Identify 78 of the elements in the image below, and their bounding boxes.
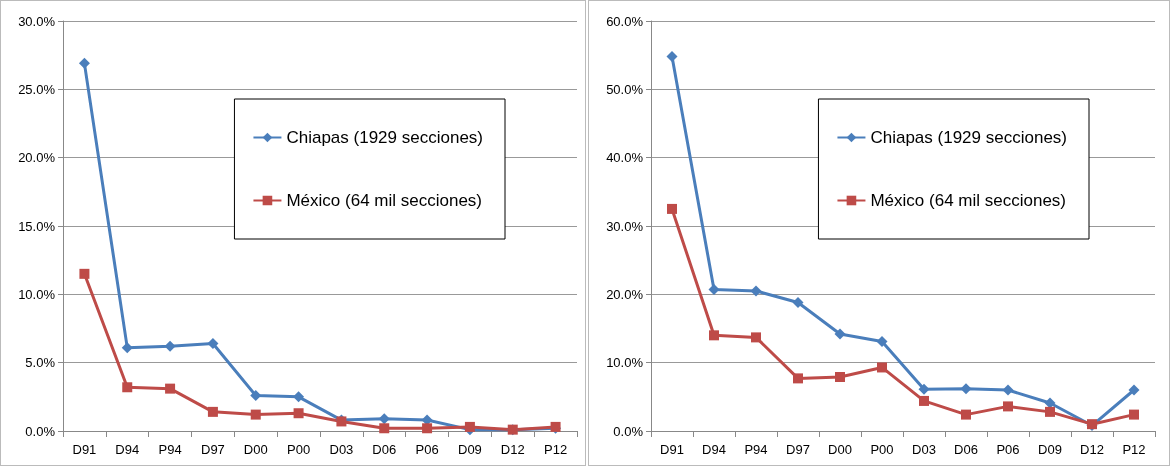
y-tick-label: 20.0% <box>18 150 56 166</box>
point <box>834 328 846 340</box>
point <box>1128 384 1140 396</box>
x-tick-label: D94 <box>115 442 140 457</box>
point <box>122 382 133 393</box>
point <box>960 383 972 395</box>
point <box>79 268 90 279</box>
x-tick-label: P94 <box>158 442 182 457</box>
x-tick-label: D03 <box>912 442 936 457</box>
legend-label: Chiapas (1929 secciones) <box>286 128 484 147</box>
point <box>293 391 305 403</box>
x-tick-label: D00 <box>243 442 268 457</box>
legend-label: México (64 mil secciones) <box>870 191 1067 210</box>
point <box>250 409 261 420</box>
point <box>207 338 219 350</box>
y-tick-label: 40.0% <box>606 150 644 166</box>
x-tick-label: P06 <box>415 442 439 457</box>
y-tick-label: 50.0% <box>606 81 644 97</box>
x-tick-label: D97 <box>786 442 810 457</box>
legend-label: Chiapas (1929 secciones) <box>870 128 1068 147</box>
point <box>1002 384 1014 396</box>
x-tick-label: D09 <box>457 442 482 457</box>
point <box>378 413 390 425</box>
y-tick-label: 60.0% <box>606 13 644 29</box>
x-tick-label: D06 <box>954 442 978 457</box>
y-tick-label: 15.0% <box>18 218 56 234</box>
point <box>793 373 803 384</box>
point <box>961 409 971 420</box>
x-tick-label: D97 <box>200 442 225 457</box>
x-tick-label: D12 <box>500 442 525 457</box>
point <box>1003 401 1013 412</box>
x-tick-label: P06 <box>996 442 1020 457</box>
point <box>666 51 678 63</box>
y-tick-label: 0.0% <box>613 423 644 439</box>
point <box>918 383 930 395</box>
point <box>1045 406 1055 417</box>
y-tick-label: 10.0% <box>18 286 56 302</box>
y-tick-label: 0.0% <box>25 423 56 439</box>
point <box>422 423 433 434</box>
x-tick-label: D09 <box>1038 442 1062 457</box>
point <box>919 395 929 406</box>
point <box>379 423 390 434</box>
point <box>708 284 720 296</box>
x-tick-label: D06 <box>372 442 397 457</box>
x-tick-label: P94 <box>744 442 768 457</box>
point <box>250 389 262 401</box>
point <box>1129 409 1139 420</box>
point <box>464 421 475 432</box>
point <box>667 203 677 214</box>
x-tick-label: D12 <box>1080 442 1104 457</box>
y-tick-label: 5.0% <box>25 355 56 371</box>
x-tick-label: D91 <box>660 442 684 457</box>
x-tick-label: P12 <box>544 442 568 457</box>
point <box>835 372 845 383</box>
point <box>751 332 761 343</box>
point <box>792 297 804 309</box>
x-tick-label: P00 <box>287 442 311 457</box>
point <box>293 408 304 419</box>
x-tick-label: P12 <box>1122 442 1146 457</box>
legend-label: México (64 mil secciones) <box>286 191 483 210</box>
y-tick-label: 30.0% <box>606 218 644 234</box>
x-tick-label: P00 <box>870 442 894 457</box>
point <box>750 285 762 297</box>
y-tick-label: 25.0% <box>18 81 56 97</box>
y-tick-label: 20.0% <box>606 286 644 302</box>
point <box>877 362 887 373</box>
point <box>207 406 218 417</box>
x-tick-label: D94 <box>702 442 726 457</box>
point <box>121 342 133 354</box>
point <box>876 335 888 347</box>
x-tick-label: D91 <box>72 442 97 457</box>
x-tick-label: D00 <box>828 442 852 457</box>
x-tick-label: D03 <box>329 442 354 457</box>
point <box>78 57 90 69</box>
y-tick-label: 30.0% <box>18 13 56 29</box>
y-tick-label: 10.0% <box>606 355 644 371</box>
point <box>709 330 719 341</box>
point <box>165 383 176 394</box>
